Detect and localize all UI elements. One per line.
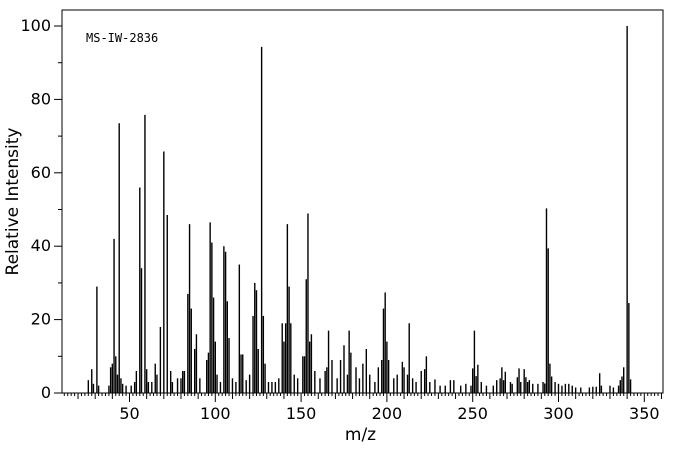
y-axis-tick-label: 60: [31, 163, 51, 182]
y-axis-tick-label: 40: [31, 236, 51, 255]
x-axis-tick-label: 50: [119, 404, 139, 423]
x-axis-tick-label: 350: [629, 404, 660, 423]
x-axis-tick-label: 300: [543, 404, 574, 423]
y-axis-tick-label: 0: [41, 383, 51, 402]
x-axis-title: m/z: [345, 425, 376, 445]
y-axis-tick-label: 100: [20, 16, 51, 35]
x-axis-tick-label: 100: [200, 404, 231, 423]
plot-frame: [61, 9, 664, 394]
spectrum-id-annotation: MS-IW-2836: [86, 31, 158, 45]
x-axis-tick-label: 150: [286, 404, 317, 423]
y-axis-title: Relative Intensity: [3, 128, 23, 276]
x-axis-tick-label: 200: [372, 404, 403, 423]
x-axis-tick-label: 250: [457, 404, 488, 423]
y-axis-tick-label: 20: [31, 310, 51, 329]
y-axis-tick-label: 80: [31, 89, 51, 108]
